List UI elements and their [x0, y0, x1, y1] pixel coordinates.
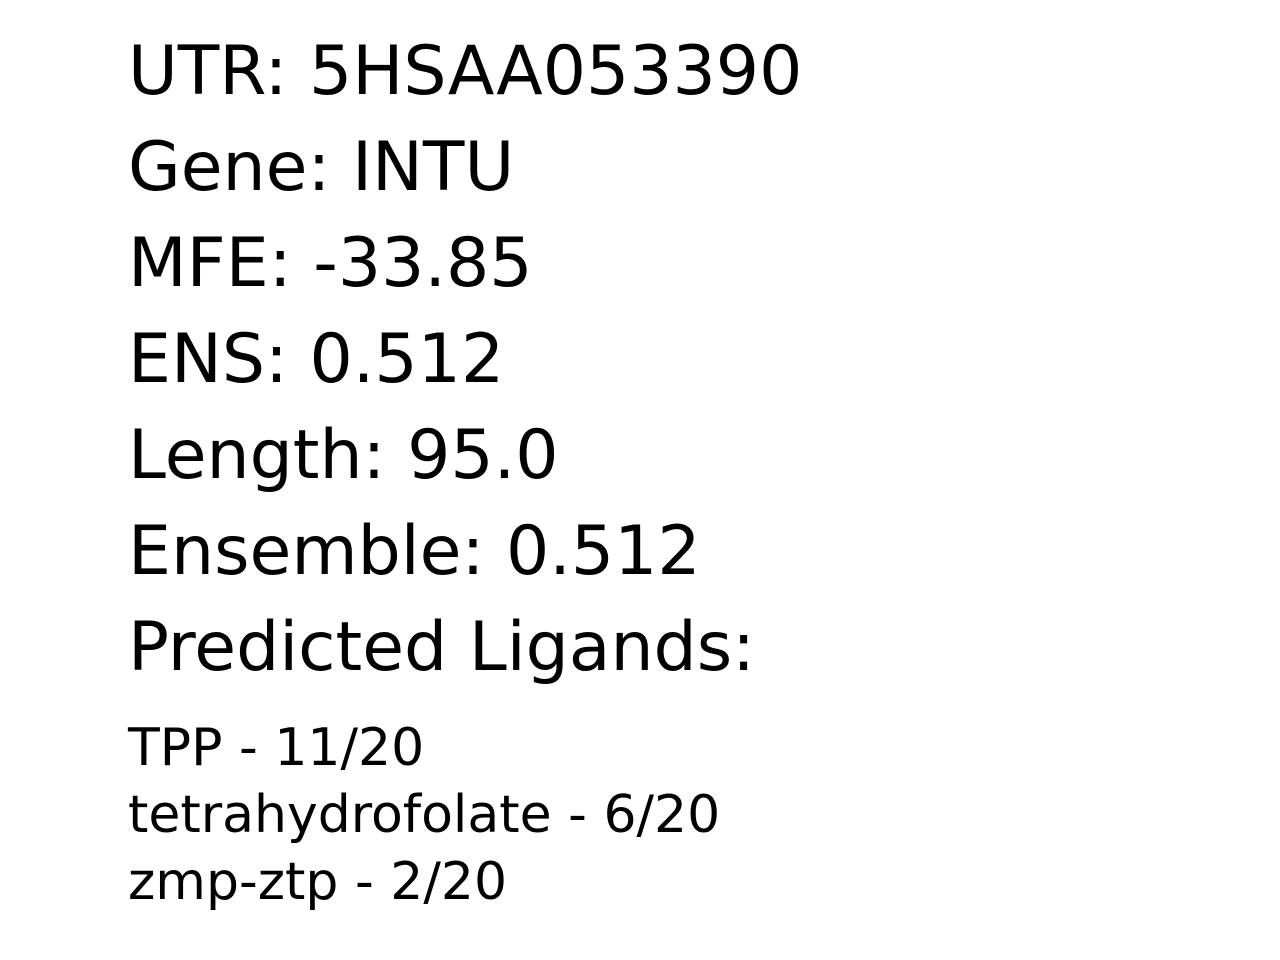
ens-label: ENS:: [128, 320, 288, 399]
ens-field: ENS: 0.512: [128, 326, 504, 394]
utr-label: UTR:: [128, 32, 288, 111]
ens-value: 0.512: [309, 320, 505, 399]
ensemble-value: 0.512: [506, 512, 701, 591]
ligands-heading: Predicted Ligands:: [128, 608, 756, 687]
length-field: Length: 95.0: [128, 422, 559, 490]
ligand-item: tetrahydrofolate - 6/20: [128, 785, 721, 845]
gene-value: INTU: [352, 128, 515, 207]
utr-field: UTR: 5HSAA053390: [128, 38, 802, 106]
ligand-item: zmp-ztp - 2/20: [128, 852, 508, 912]
gene-label: Gene:: [128, 128, 331, 207]
utr-value: 5HSAA053390: [309, 32, 803, 111]
ligand-score: 6/20: [603, 785, 721, 845]
mfe-value: -33.85: [313, 224, 533, 303]
length-label: Length:: [128, 416, 386, 495]
ligand-name: tetrahydrofolate: [128, 785, 552, 845]
gene-field: Gene: INTU: [128, 134, 514, 202]
mfe-label: MFE:: [128, 224, 292, 303]
length-value: 95.0: [407, 416, 559, 495]
ligand-name: zmp-ztp: [128, 852, 339, 912]
mfe-field: MFE: -33.85: [128, 230, 533, 298]
ligand-score: 2/20: [390, 852, 508, 912]
ensemble-field: Ensemble: 0.512: [128, 518, 701, 586]
ensemble-label: Ensemble:: [128, 512, 485, 591]
ligand-item: TPP - 11/20: [128, 718, 425, 778]
ligand-score: 11/20: [274, 718, 425, 778]
ligand-name: TPP: [128, 718, 223, 778]
